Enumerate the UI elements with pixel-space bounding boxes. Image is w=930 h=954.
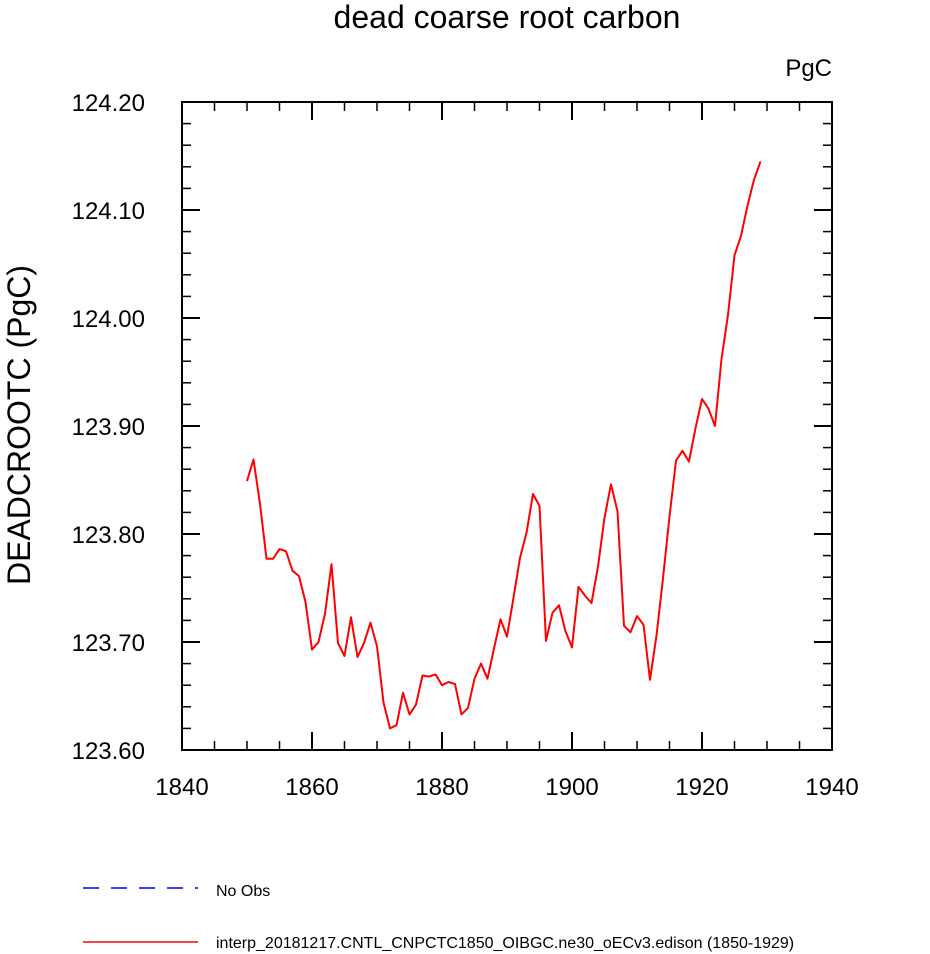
y-tick-label: 123.60 bbox=[72, 738, 145, 765]
x-tick-label: 1940 bbox=[805, 774, 858, 801]
plot-frame bbox=[181, 101, 833, 751]
y-axis-label: DEADCROOTC (PgC) bbox=[1, 265, 37, 585]
units-label: PgC bbox=[785, 55, 832, 82]
y-tick-labels: 123.60 123.70 123.80 123.90 124.00 124.10 124.… bbox=[72, 90, 145, 765]
x-tick-label: 1900 bbox=[545, 774, 598, 801]
x-tick-label: 1860 bbox=[285, 774, 338, 801]
y-tick-label: 123.90 bbox=[72, 414, 145, 441]
y-tick-label: 124.20 bbox=[72, 90, 145, 117]
y-tick-label: 123.70 bbox=[72, 630, 145, 657]
x-tick-label: 1840 bbox=[155, 774, 208, 801]
x-tick-label: 1920 bbox=[675, 774, 728, 801]
legend-label-model: interp_20181217.CNTL_CNPCTC1850_OIBGC.ne… bbox=[216, 935, 794, 952]
y-ticks bbox=[182, 101, 832, 751]
legend: No Obs interp_20181217.CNTL_CNPCTC1850_O… bbox=[83, 883, 794, 952]
y-tick-label: 123.80 bbox=[72, 522, 145, 549]
legend-label-no-obs: No Obs bbox=[216, 883, 270, 900]
x-ticks bbox=[181, 102, 833, 750]
x-tick-label: 1880 bbox=[415, 774, 468, 801]
chart-title: dead coarse root carbon bbox=[334, 0, 681, 35]
x-tick-labels: 1840 1860 1880 1900 1920 1940 bbox=[155, 774, 858, 801]
series-line bbox=[246, 161, 762, 730]
y-tick-label: 124.00 bbox=[72, 306, 145, 333]
y-tick-label: 124.10 bbox=[72, 198, 145, 225]
